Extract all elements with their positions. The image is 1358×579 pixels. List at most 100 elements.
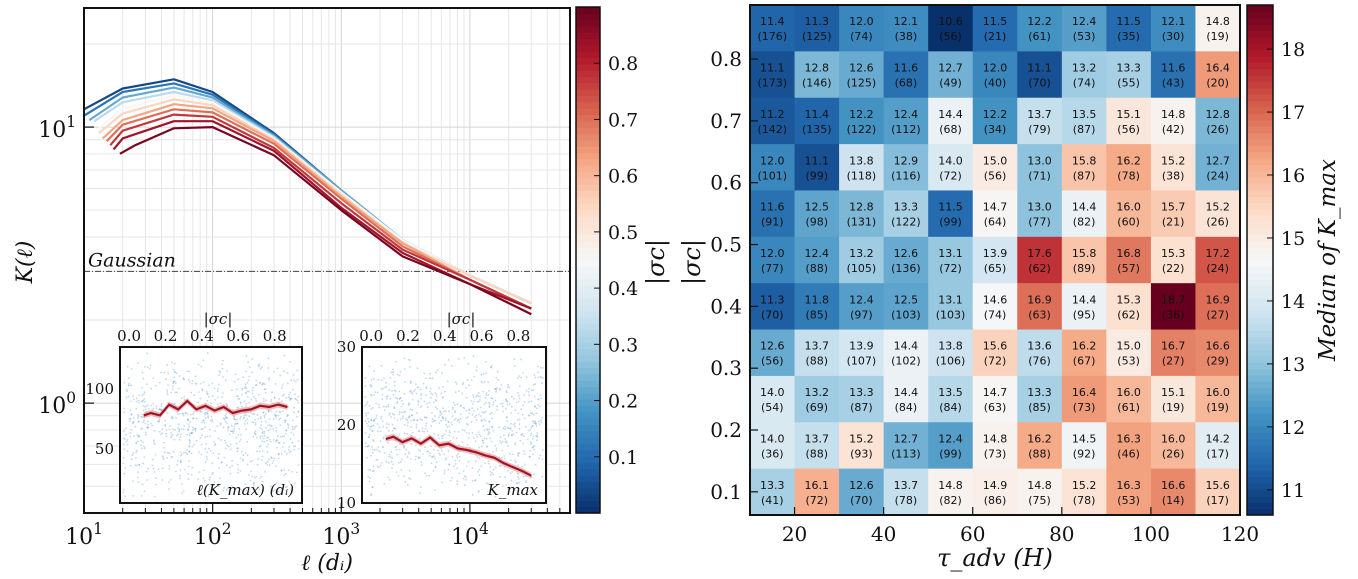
scatter-point xyxy=(123,472,126,475)
scatter-point xyxy=(296,369,299,372)
scatter-point xyxy=(123,443,125,446)
scatter-point xyxy=(368,404,371,407)
scatter-point xyxy=(219,402,222,404)
x-tick-label: 120 xyxy=(1221,522,1259,546)
scatter-point xyxy=(281,446,284,448)
scatter-point xyxy=(244,483,247,485)
cell-count-label: (70) xyxy=(850,494,873,507)
scatter-point xyxy=(242,459,245,462)
scatter-point xyxy=(425,422,428,425)
scatter-point xyxy=(241,450,243,453)
heatmap-cell xyxy=(928,190,974,238)
scatter-point xyxy=(222,489,225,492)
cell-count-label: (20) xyxy=(1206,77,1229,90)
cell-value-label: 11.1 xyxy=(1027,62,1052,75)
scatter-point xyxy=(541,377,544,380)
scatter-point xyxy=(153,441,155,444)
scatter-point xyxy=(442,407,444,410)
colorbar-tick-label: 14 xyxy=(1281,291,1305,313)
scatter-point xyxy=(468,384,470,387)
scatter-point xyxy=(412,399,414,401)
scatter-point xyxy=(370,419,373,422)
scatter-point xyxy=(530,426,533,429)
scatter-point xyxy=(433,455,435,458)
cell-value-label: 12.4 xyxy=(805,247,830,260)
scatter-point xyxy=(520,433,523,436)
heatmap-cell xyxy=(794,51,840,99)
scatter-point xyxy=(447,420,450,423)
heatmap-cell xyxy=(928,236,974,284)
scatter-point xyxy=(538,457,541,460)
scatter-point xyxy=(466,444,469,446)
scatter-point xyxy=(523,450,526,452)
scatter-point xyxy=(484,462,486,464)
scatter-point xyxy=(268,438,271,441)
scatter-point xyxy=(293,406,295,409)
scatter-point xyxy=(227,487,230,490)
cell-value-label: 15.1 xyxy=(1116,108,1141,121)
scatter-point xyxy=(240,415,242,418)
scatter-point xyxy=(244,420,247,422)
scatter-point xyxy=(186,418,189,421)
scatter-point xyxy=(142,409,145,412)
scatter-point xyxy=(216,403,219,406)
scatter-point xyxy=(369,384,372,386)
colorbar-segment xyxy=(576,367,600,375)
colorbar-segment xyxy=(1247,298,1273,306)
scatter-point xyxy=(221,461,223,463)
scatter-point xyxy=(130,368,133,370)
cell-count-label: (82) xyxy=(1073,216,1096,229)
colorbar-segment xyxy=(576,57,600,65)
scatter-point xyxy=(441,449,443,452)
scatter-point xyxy=(150,404,153,407)
scatter-point xyxy=(270,401,272,403)
cell-count-label: (88) xyxy=(1028,448,1051,461)
scatter-point xyxy=(189,441,191,444)
heatmap-cell xyxy=(1195,422,1241,470)
scatter-point xyxy=(488,390,490,392)
colorbar-tick-label: 0.8 xyxy=(608,53,638,75)
colorbar-segment xyxy=(1247,189,1273,197)
scatter-point xyxy=(161,467,164,470)
scatter-point xyxy=(155,407,158,410)
scatter-point xyxy=(127,384,130,386)
scatter-point xyxy=(289,438,292,440)
scatter-point xyxy=(462,383,464,386)
scatter-point xyxy=(275,430,278,432)
scatter-point xyxy=(233,428,236,430)
scatter-point xyxy=(490,397,493,399)
scatter-point xyxy=(202,359,205,362)
scatter-point xyxy=(206,451,209,454)
scatter-point xyxy=(403,423,406,426)
scatter-point xyxy=(364,432,367,434)
cell-value-label: 14.8 xyxy=(983,433,1008,446)
scatter-point xyxy=(492,429,495,432)
scatter-point xyxy=(537,404,540,406)
colorbar-segment xyxy=(576,13,600,21)
scatter-point xyxy=(263,430,266,433)
scatter-point xyxy=(521,434,523,436)
scatter-point xyxy=(449,439,452,442)
cell-value-label: 16.7 xyxy=(1161,340,1186,353)
scatter-point xyxy=(532,413,535,416)
scatter-point xyxy=(141,483,144,486)
colorbar-segment xyxy=(576,399,600,407)
scatter-point xyxy=(421,430,424,433)
scatter-point xyxy=(485,437,488,440)
colorbar-segment xyxy=(1247,432,1273,440)
scatter-point xyxy=(186,449,189,451)
scatter-point xyxy=(209,435,211,438)
scatter-point xyxy=(429,372,432,375)
cell-count-label: (24) xyxy=(1206,262,1229,275)
scatter-point xyxy=(270,410,273,412)
scatter-point xyxy=(138,401,141,404)
scatter-point xyxy=(157,420,160,423)
scatter-point xyxy=(462,477,465,480)
scatter-point xyxy=(472,396,475,399)
cell-value-label: 13.7 xyxy=(805,433,830,446)
scatter-point xyxy=(409,390,411,393)
cell-count-label: (54) xyxy=(761,401,784,414)
colorbar-segment xyxy=(1247,158,1273,165)
scatter-point xyxy=(166,364,169,366)
scatter-point xyxy=(401,399,403,402)
